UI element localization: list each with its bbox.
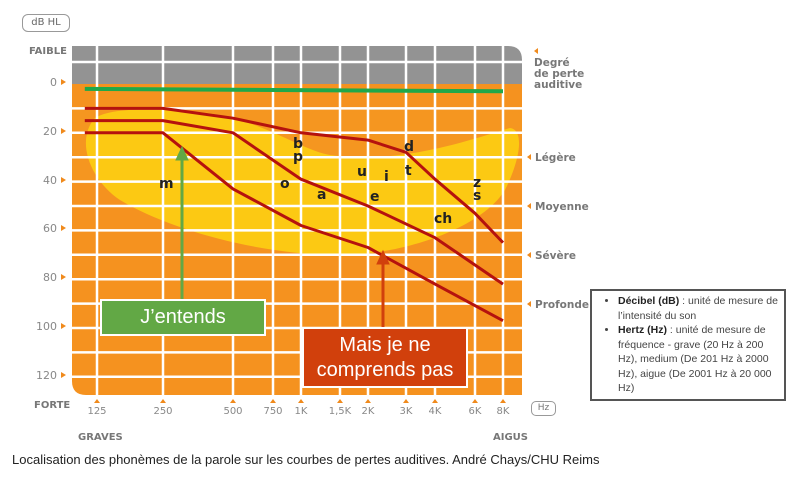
hearing-loss-curve <box>84 119 504 286</box>
level-profonde: Profonde <box>527 299 589 311</box>
hearing-loss-curve <box>84 131 504 323</box>
x-tick-label: 1K <box>281 399 321 417</box>
phoneme-z: z <box>473 175 481 191</box>
phoneme-ch: ch <box>434 211 452 227</box>
graves-label: GRAVES <box>78 432 123 443</box>
understand-line-1: Mais je ne <box>339 333 431 356</box>
level-legere: Légère <box>527 152 576 164</box>
x-tick-label: 750 <box>253 399 293 417</box>
phoneme-p: p <box>293 149 303 165</box>
x-unit-badge: Hz <box>531 401 556 416</box>
x-tick-label: 2K <box>348 399 388 417</box>
hz-text: : unité de mesure de fréquence - grave (… <box>618 324 772 394</box>
level-moyenne: Moyenne <box>527 201 589 213</box>
x-tick-label: 8K <box>483 399 523 417</box>
faible-label: FAIBLE <box>29 46 67 57</box>
degree-title: Degré de perte auditive <box>534 47 584 91</box>
definitions-box: Décibel (dB) : unité de mesure de l’inte… <box>590 289 786 401</box>
degree-title-line: auditive <box>534 79 583 91</box>
phoneme-d: d <box>404 139 414 155</box>
y-tick-label: 0 <box>26 76 66 89</box>
x-tick-label: 125 <box>77 399 117 417</box>
x-tick-label: 4K <box>415 399 455 417</box>
hz-definition: Hertz (Hz) : unité de mesure de fréquenc… <box>618 323 778 396</box>
y-tick-label: 20 <box>26 125 66 138</box>
y-tick-label: 100 <box>26 320 66 333</box>
aigus-label: AIGUS <box>493 432 528 443</box>
x-tick-label: 250 <box>143 399 183 417</box>
y-unit-badge: dB HL <box>22 14 70 32</box>
y-tick-label: 120 <box>26 369 66 382</box>
phoneme-i: i <box>384 169 389 185</box>
phoneme-e: e <box>370 189 380 205</box>
green-arrow <box>175 145 189 300</box>
red-arrow <box>376 249 390 327</box>
db-term: Décibel (dB) <box>618 295 680 307</box>
degree-title-line: Degré <box>534 57 570 69</box>
x-tick-label: 6K <box>455 399 495 417</box>
y-tick-label: 60 <box>26 222 66 235</box>
x-tick-label: 3K <box>386 399 426 417</box>
understand-callout: Mais je ne comprends pas <box>302 327 468 388</box>
forte-label: FORTE <box>34 400 71 411</box>
hearing-loss-curve <box>84 106 505 244</box>
x-tick-label: 1,5K <box>320 399 360 417</box>
normal-hearing-line <box>84 86 504 94</box>
understand-line-2: comprends pas <box>316 358 454 381</box>
caption: Localisation des phonèmes de la parole s… <box>12 452 600 467</box>
y-tick-label: 40 <box>26 174 66 187</box>
phoneme-m: m <box>159 176 174 192</box>
phoneme-o: o <box>280 176 290 192</box>
phoneme-a: a <box>317 187 326 203</box>
phoneme-b: b <box>293 136 303 152</box>
degree-title-line: de perte <box>534 68 585 80</box>
phoneme-t: t <box>405 163 412 179</box>
grey-header <box>72 46 522 84</box>
x-tick-label: 500 <box>213 399 253 417</box>
hear-callout: J’entends <box>100 299 266 336</box>
phoneme-s: s <box>473 188 481 204</box>
level-severe: Sévère <box>527 250 576 262</box>
db-definition: Décibel (dB) : unité de mesure de l’inte… <box>618 294 778 323</box>
db-text: : unité de mesure de l’intensité du son <box>618 295 778 322</box>
phoneme-u: u <box>357 164 367 180</box>
y-tick-label: 80 <box>26 271 66 284</box>
hz-term: Hertz (Hz) <box>618 324 667 336</box>
